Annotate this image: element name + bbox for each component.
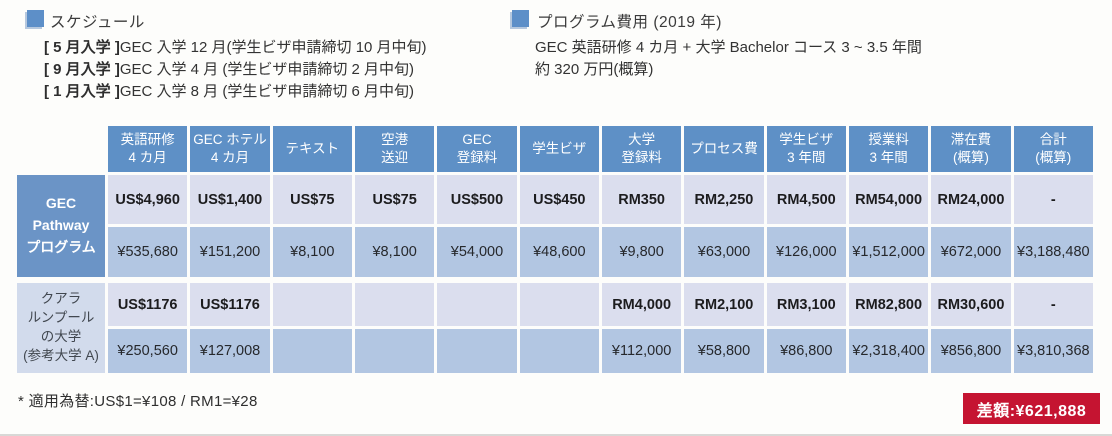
row-label-reference-university: クアラ ルンプール の大学 (参考大学 A) (17, 283, 105, 373)
cost-cell-usd: - (1013, 175, 1093, 224)
cost-cell-usd: RM2,100 (684, 283, 764, 326)
program-cost-line: GEC 英語研修 4 カ月 + 大学 Bachelor コース 3 ~ 3.5 … (535, 39, 922, 56)
cost-cell-jpy: ¥151,200 (190, 227, 270, 277)
table-header-row: 英語研修 4 カ月 GEC ホテル 4 カ月 テキスト 空港 送迎 GEC 登録… (17, 126, 1093, 172)
column-header: 空港 送迎 (354, 126, 435, 172)
table-row: GEC Pathway プログラム US$4,960 US$1,400 US$7… (17, 175, 1093, 277)
difference-badge: 差額:¥621,888 (963, 393, 1100, 424)
cost-cell-jpy (519, 329, 599, 373)
cost-cell-usd: RM350 (601, 175, 682, 224)
table-row: ¥250,560 ¥127,008 ¥112,000 ¥58,800 ¥86,8… (17, 329, 1093, 373)
schedule-list: [ 5 月入学 ]GEC 入学 12 月(学生ビザ申請締切 10 月中旬) [ … (44, 37, 427, 103)
cost-cell-usd: RM2,250 (684, 175, 764, 224)
cost-cell-usd (519, 283, 599, 326)
cost-cell-usd: US$1,400 (190, 175, 270, 224)
column-header: 大学 登録料 (601, 126, 682, 172)
intake-detail: GEC 入学 8 月 (学生ビザ申請締切 6 月中旬) (119, 83, 415, 100)
cost-cell-jpy: ¥86,800 (766, 329, 846, 373)
cost-cell-usd: US$4,960 (108, 175, 188, 224)
cost-cell-usd: RM24,000 (931, 175, 1011, 224)
schedule-item: [ 1 月入学 ]GEC 入学 8 月 (学生ビザ申請締切 6 月中旬) (44, 81, 427, 103)
cost-cell-jpy: ¥112,000 (601, 329, 682, 373)
cost-cell-usd: RM82,800 (848, 283, 929, 326)
cost-cell-jpy: ¥672,000 (931, 227, 1011, 277)
cost-cell-jpy: ¥126,000 (766, 227, 846, 277)
table-row: クアラ ルンプール の大学 (参考大学 A) US$1176 US$1176 R… (17, 283, 1093, 373)
column-header: 滞在費 (概算) (931, 126, 1011, 172)
section-bullet-icon (512, 10, 529, 27)
cost-cell-jpy: ¥63,000 (684, 227, 764, 277)
schedule-item: [ 9 月入学 ]GEC 入学 4 月 (学生ビザ申請締切 2 月中旬) (44, 59, 427, 81)
column-header: プロセス費 (684, 126, 764, 172)
cost-cell-jpy: ¥250,560 (108, 329, 188, 373)
cost-cell-jpy: ¥535,680 (108, 227, 188, 277)
program-cost-lines: GEC 英語研修 4 カ月 + 大学 Bachelor コース 3 ~ 3.5 … (535, 37, 922, 81)
column-header: GEC ホテル 4 カ月 (190, 126, 270, 172)
column-header: 合計 (概算) (1013, 126, 1093, 172)
cost-cell-jpy: ¥856,800 (931, 329, 1011, 373)
cost-cell-jpy: ¥1,512,000 (848, 227, 929, 277)
intake-detail: GEC 入学 12 月(学生ビザ申請締切 10 月中旬) (119, 39, 427, 56)
cost-cell-usd: RM30,600 (931, 283, 1011, 326)
cost-cell-jpy: ¥3,810,368 (1013, 329, 1093, 373)
cost-comparison-table: 英語研修 4 カ月 GEC ホテル 4 カ月 テキスト 空港 送迎 GEC 登録… (14, 123, 1096, 376)
column-header: 英語研修 4 カ月 (108, 126, 188, 172)
cost-cell-jpy: ¥2,318,400 (848, 329, 929, 373)
cost-cell-jpy: ¥8,100 (272, 227, 352, 277)
cost-cell-jpy (272, 329, 352, 373)
cost-cell-jpy (354, 329, 435, 373)
cost-cell-usd: US$1176 (108, 283, 188, 326)
intake-label: [ 1 月入学 ] (44, 83, 120, 100)
program-cost-line: 約 320 万円(概算) (535, 61, 654, 78)
row-label-gec-pathway: GEC Pathway プログラム (17, 175, 105, 277)
column-header: 学生ビザ 3 年間 (766, 126, 846, 172)
cost-cell-jpy (437, 329, 517, 373)
schedule-title: スケジュール (50, 14, 145, 31)
cost-cell-usd: US$500 (437, 175, 517, 224)
intake-label: [ 9 月入学 ] (44, 61, 120, 78)
column-header: GEC 登録料 (437, 126, 517, 172)
table-corner-cell (17, 126, 105, 172)
cost-cell-usd: RM3,100 (766, 283, 846, 326)
exchange-rate-note: * 適用為替:US$1=¥108 / RM1=¥28 (18, 393, 258, 410)
column-header: テキスト (272, 126, 352, 172)
column-header: 授業料 3 年間 (848, 126, 929, 172)
cost-cell-jpy: ¥54,000 (437, 227, 517, 277)
cost-cell-usd (354, 283, 435, 326)
cost-cell-jpy: ¥58,800 (684, 329, 764, 373)
cost-cell-jpy: ¥3,188,480 (1013, 227, 1093, 277)
cost-cell-jpy: ¥8,100 (354, 227, 435, 277)
cost-table-wrapper: 英語研修 4 カ月 GEC ホテル 4 カ月 テキスト 空港 送迎 GEC 登録… (14, 123, 1096, 376)
column-header: 学生ビザ (519, 126, 599, 172)
cost-cell-jpy: ¥127,008 (190, 329, 270, 373)
cost-cell-usd: US$75 (354, 175, 435, 224)
program-cost-title: プログラム費用 (2019 年) (537, 14, 722, 31)
cost-cell-jpy: ¥48,600 (519, 227, 599, 277)
table-row: ¥535,680 ¥151,200 ¥8,100 ¥8,100 ¥54,000 … (17, 227, 1093, 277)
cost-cell-jpy: ¥9,800 (601, 227, 682, 277)
cost-cell-usd (272, 283, 352, 326)
cost-cell-usd: RM4,500 (766, 175, 846, 224)
cost-cell-usd: US$450 (519, 175, 599, 224)
intake-detail: GEC 入学 4 月 (学生ビザ申請締切 2 月中旬) (119, 61, 415, 78)
cost-cell-usd: US$75 (272, 175, 352, 224)
scan-edge-line (0, 434, 1112, 436)
intake-label: [ 5 月入学 ] (44, 39, 120, 56)
cost-cell-usd: US$1176 (190, 283, 270, 326)
cost-cell-usd: RM4,000 (601, 283, 682, 326)
cost-cell-usd: - (1013, 283, 1093, 326)
cost-cell-usd (437, 283, 517, 326)
section-bullet-icon (27, 10, 44, 27)
schedule-item: [ 5 月入学 ]GEC 入学 12 月(学生ビザ申請締切 10 月中旬) (44, 37, 427, 59)
cost-cell-usd: RM54,000 (848, 175, 929, 224)
